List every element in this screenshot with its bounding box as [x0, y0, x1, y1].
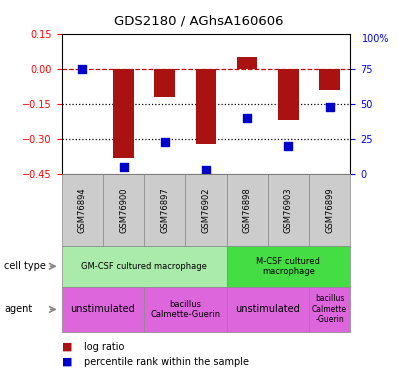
Text: GSM76903: GSM76903 — [284, 187, 293, 233]
Bar — [62, 174, 103, 246]
Point — [244, 115, 250, 121]
Point — [162, 139, 168, 145]
Bar — [319, 69, 340, 90]
Text: bacillus
Calmette-Guerin: bacillus Calmette-Guerin — [150, 300, 220, 319]
Bar — [226, 246, 350, 287]
Text: unstimulated: unstimulated — [70, 304, 135, 314]
Bar — [309, 287, 350, 332]
Bar — [113, 69, 134, 158]
Text: GSM76902: GSM76902 — [201, 187, 211, 233]
Bar — [144, 287, 226, 332]
Bar — [196, 69, 216, 144]
Bar — [278, 69, 299, 120]
Point — [120, 164, 127, 170]
Text: GSM76894: GSM76894 — [78, 187, 87, 233]
Bar — [226, 287, 309, 332]
Bar — [268, 174, 309, 246]
Bar — [226, 174, 268, 246]
Text: GSM76898: GSM76898 — [243, 187, 252, 233]
Text: log ratio: log ratio — [84, 342, 124, 352]
Point — [79, 66, 86, 72]
Bar — [237, 57, 258, 69]
Bar — [62, 246, 226, 287]
Text: cell type: cell type — [4, 261, 46, 271]
Point — [285, 143, 292, 149]
Text: GM-CSF cultured macrophage: GM-CSF cultured macrophage — [81, 262, 207, 271]
Text: ■: ■ — [62, 342, 72, 352]
Bar — [103, 174, 144, 246]
Bar — [309, 174, 350, 246]
Text: GSM76900: GSM76900 — [119, 187, 128, 233]
Point — [203, 167, 209, 173]
Text: GSM76897: GSM76897 — [160, 187, 169, 233]
Text: unstimulated: unstimulated — [236, 304, 300, 314]
Text: GSM76899: GSM76899 — [325, 187, 334, 233]
Bar — [144, 174, 185, 246]
Bar — [185, 174, 226, 246]
Bar — [154, 69, 175, 97]
Text: M-CSF cultured
macrophage: M-CSF cultured macrophage — [256, 256, 320, 276]
Bar — [62, 287, 144, 332]
Point — [326, 104, 333, 110]
Text: agent: agent — [4, 304, 32, 314]
Text: percentile rank within the sample: percentile rank within the sample — [84, 357, 249, 367]
Text: GDS2180 / AGhsA160606: GDS2180 / AGhsA160606 — [114, 15, 284, 28]
Text: ■: ■ — [62, 357, 72, 367]
Text: bacillus
Calmette
-Guerin: bacillus Calmette -Guerin — [312, 294, 347, 324]
Text: 100%: 100% — [362, 34, 389, 44]
